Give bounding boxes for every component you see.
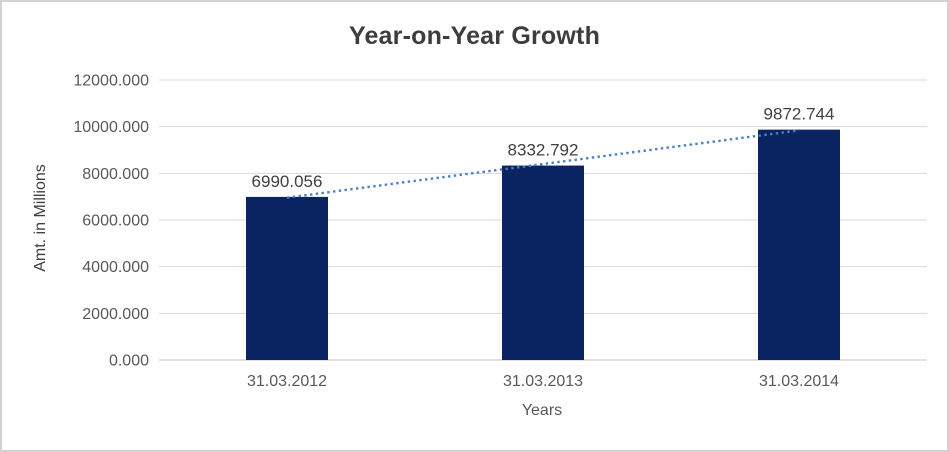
y-tick-label: 12000.000	[73, 73, 149, 90]
x-tick-label: 31.03.2012	[247, 373, 327, 390]
y-tick-label: 2000.000	[82, 306, 149, 323]
y-tick-label: 4000.000	[82, 259, 149, 276]
data-label: 6990.056	[252, 172, 323, 191]
y-tick-label: 6000.000	[82, 213, 149, 230]
y-tick-label: 8000.000	[82, 166, 149, 183]
chart-title: Year-on-Year Growth	[348, 22, 601, 50]
y-tick-label: 10000.000	[73, 119, 149, 136]
x-tick-label: 31.03.2013	[503, 373, 583, 390]
data-label: 9872.744	[764, 105, 835, 124]
data-label: 8332.792	[508, 141, 579, 160]
trendline	[286, 129, 800, 199]
y-tick-label: 0.000	[109, 353, 149, 370]
bar-31.03.2013	[502, 165, 584, 360]
x-tick-label: 31.03.2014	[759, 373, 839, 390]
x-axis-title: Years	[521, 402, 563, 419]
bar-31.03.2014	[758, 129, 840, 360]
bar-31.03.2012	[246, 196, 328, 360]
